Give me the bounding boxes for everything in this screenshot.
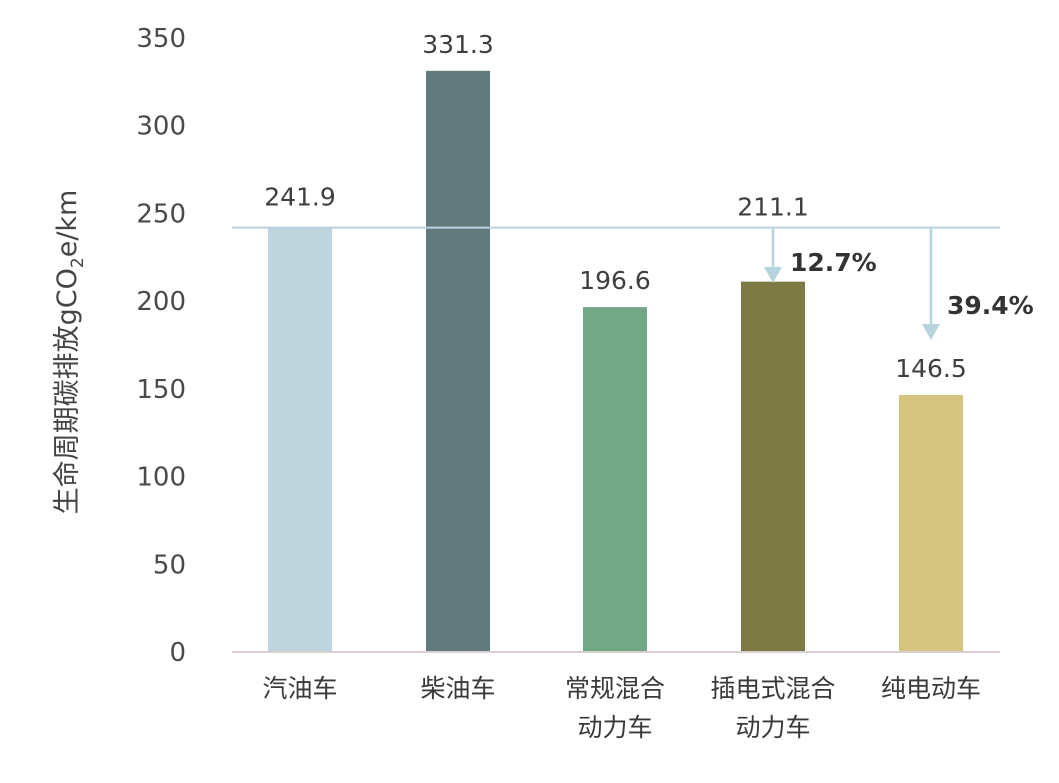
reduction-label: 12.7% — [790, 248, 877, 277]
y-tick-label: 0 — [169, 638, 186, 668]
y-tick-label: 300 — [136, 112, 186, 142]
reduction-arrow-head — [764, 267, 782, 283]
y-tick-label: 200 — [136, 287, 186, 317]
data-label: 196.6 — [579, 266, 651, 295]
reduction-arrow-head — [922, 324, 940, 340]
x-category-label: 常规混合 — [565, 674, 665, 703]
bar — [426, 70, 490, 652]
data-label: 211.1 — [737, 193, 809, 222]
y-tick-label: 100 — [136, 463, 186, 493]
data-label: 331.3 — [422, 30, 494, 59]
bar — [899, 394, 963, 652]
x-category-label: 柴油车 — [420, 674, 495, 703]
x-category-label: 动力车 — [735, 713, 810, 742]
x-category-label: 动力车 — [577, 713, 652, 742]
x-category-label: 纯电动车 — [881, 674, 981, 703]
y-tick-label: 350 — [136, 24, 186, 54]
reduction-label: 39.4% — [947, 291, 1034, 320]
bar — [583, 307, 647, 652]
y-tick-label: 50 — [153, 550, 186, 580]
data-label: 241.9 — [264, 183, 336, 212]
bar — [268, 227, 332, 652]
x-category-label: 汽油车 — [262, 674, 337, 703]
y-axis-label: 生命周期碳排放gCO2e/km — [52, 190, 88, 515]
y-tick-label: 150 — [136, 375, 186, 405]
x-category-label: 插电式混合 — [710, 674, 835, 703]
y-tick-label: 250 — [136, 199, 186, 229]
data-label: 146.5 — [895, 354, 967, 383]
bar — [741, 281, 805, 652]
